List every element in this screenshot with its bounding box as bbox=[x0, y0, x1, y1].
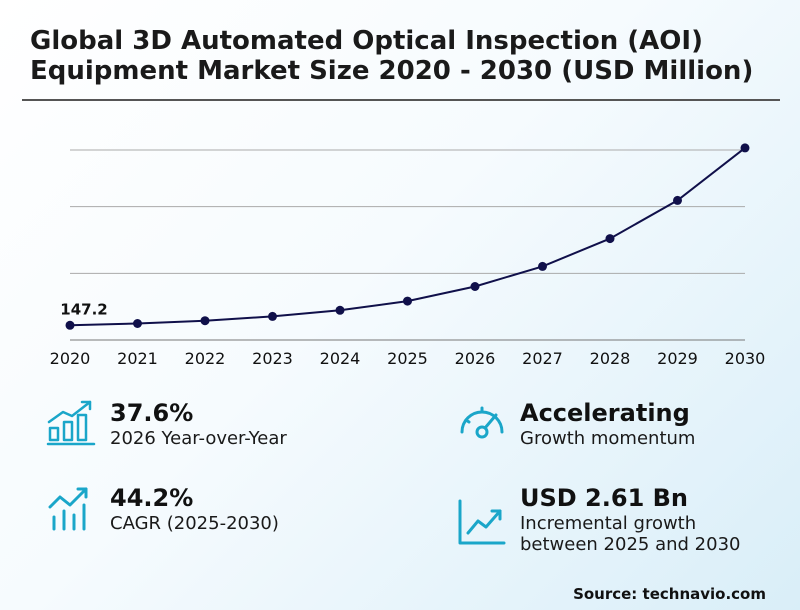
data-point bbox=[605, 234, 615, 244]
stat-incremental-label: Incremental growth between 2025 and 2030 bbox=[520, 513, 741, 555]
x-tick-label: 2020 bbox=[50, 349, 91, 368]
data-point bbox=[470, 282, 480, 291]
x-tick-label: 2026 bbox=[455, 349, 496, 368]
title-divider bbox=[22, 99, 780, 101]
data-labels: 147.2 bbox=[60, 300, 107, 318]
stat-momentum-value: Accelerating bbox=[520, 399, 690, 427]
chart-title: Global 3D Automated Optical Inspection (… bbox=[30, 26, 754, 86]
stat-momentum: Accelerating Growth momentum bbox=[456, 398, 695, 450]
data-point bbox=[268, 311, 277, 321]
x-tick-label: 2029 bbox=[657, 349, 698, 368]
x-axis-ticks: 2020 2021 2022 2023 2024 2025 2026 2027 2028 2029… bbox=[50, 349, 766, 368]
x-tick-label: 2022 bbox=[185, 349, 226, 368]
stat-cagr-value: 44.2% bbox=[110, 484, 194, 512]
x-tick-label: 2027 bbox=[522, 349, 563, 368]
stat-yoy-label: 2026 Year-over-Year bbox=[110, 428, 287, 449]
stat-momentum-label: Growth momentum bbox=[520, 428, 696, 449]
data-point bbox=[133, 319, 142, 328]
data-point bbox=[200, 316, 210, 326]
trend-up-icon bbox=[458, 499, 506, 545]
stat-incremental-value: USD 2.61 Bn bbox=[520, 484, 688, 512]
stat-cagr: 44.2% CAGR (2025-2030) bbox=[46, 483, 279, 535]
data-label: 147.2 bbox=[60, 300, 107, 318]
cagr-chart-icon bbox=[48, 487, 88, 531]
data-points bbox=[65, 143, 750, 330]
x-tick-label: 2023 bbox=[252, 349, 293, 368]
x-tick-label: 2025 bbox=[387, 349, 428, 368]
x-tick-label: 2021 bbox=[117, 349, 158, 368]
x-tick-label: 2024 bbox=[320, 349, 361, 368]
data-point bbox=[335, 305, 345, 315]
data-point bbox=[65, 320, 75, 330]
speedometer-icon bbox=[460, 406, 504, 439]
gridlines bbox=[70, 149, 745, 341]
data-point bbox=[538, 261, 547, 271]
x-tick-label: 2030 bbox=[725, 349, 766, 368]
stat-yoy-value: 37.6% bbox=[110, 399, 194, 427]
source-credit: Source: technavio.com bbox=[573, 585, 766, 603]
data-point bbox=[740, 143, 750, 153]
x-tick-label: 2028 bbox=[590, 349, 631, 368]
stat-yoy: 37.6% 2026 Year-over-Year bbox=[46, 398, 287, 450]
stat-cagr-label: CAGR (2025-2030) bbox=[110, 513, 279, 534]
data-point bbox=[673, 195, 682, 205]
stat-incremental: USD 2.61 Bn Incremental growth between 2… bbox=[456, 483, 770, 555]
bar-growth-icon bbox=[46, 400, 96, 446]
data-point bbox=[403, 296, 412, 306]
line-chart: 2020 2021 2022 2023 2024 2025 2026 2027 2028 2029… bbox=[50, 143, 766, 368]
